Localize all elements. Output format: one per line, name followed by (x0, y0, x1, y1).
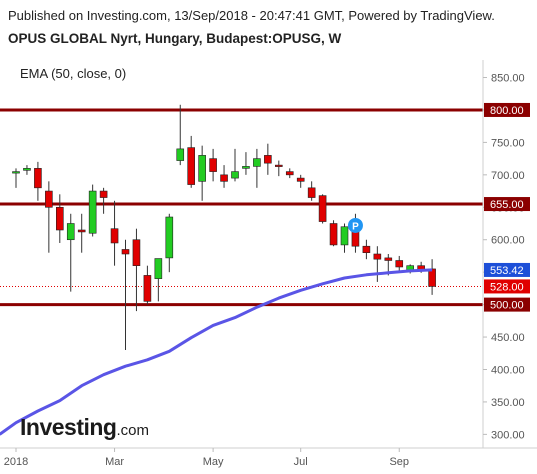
candlesticks (12, 104, 436, 351)
candle-body[interactable] (307, 187, 316, 198)
candle-body[interactable] (55, 206, 64, 231)
candle-body[interactable] (340, 226, 349, 246)
candle-body[interactable] (176, 148, 185, 161)
candle-body[interactable] (362, 245, 371, 254)
candle-body[interactable] (66, 223, 75, 241)
time-tick-label: Mar (105, 456, 124, 468)
candle-body[interactable] (77, 229, 86, 233)
level-tag-bg (484, 297, 530, 312)
price-tick-label: 350.00 (491, 397, 525, 409)
candle-body[interactable] (242, 166, 250, 169)
candle-body[interactable] (110, 228, 119, 244)
level-tag-bg (484, 102, 530, 117)
candle-body[interactable] (253, 158, 261, 167)
candle-body[interactable] (88, 190, 97, 234)
candle-body[interactable] (132, 239, 141, 266)
candle-body[interactable] (428, 268, 436, 287)
time-tick-label: May (203, 456, 224, 468)
time-tick-label: 2018 (4, 456, 28, 468)
candle-body[interactable] (34, 168, 42, 189)
candle-body[interactable] (373, 253, 382, 260)
price-tick-label: 450.00 (491, 332, 525, 344)
time-axis: 2018 Mar May Jul Sep (4, 448, 409, 468)
candle-body[interactable] (395, 260, 404, 268)
ema-line (0, 268, 433, 436)
horizontal-levels (0, 108, 483, 307)
candle-body[interactable] (264, 155, 272, 164)
candle-body[interactable] (318, 195, 327, 222)
price-tags: 800.00 655.00 500.00 553.42 528.00 (484, 102, 530, 312)
ema-tag-label: 553.42 (490, 265, 524, 277)
level-tag-label: 800.00 (490, 105, 524, 117)
candle-body[interactable] (231, 171, 239, 179)
last-price-tag-label: 528.00 (490, 281, 524, 293)
candle-body[interactable] (154, 258, 163, 279)
marker-label: P (352, 221, 359, 232)
investing-logo: Investing.com (20, 414, 149, 441)
candle-body[interactable] (23, 168, 31, 171)
candle-body[interactable] (274, 164, 283, 167)
candle-body[interactable] (198, 155, 206, 182)
last-price-tag-bg (484, 279, 530, 294)
marker-circle[interactable] (347, 217, 363, 233)
candle-body[interactable] (209, 158, 217, 172)
time-tick-label: Sep (389, 456, 409, 468)
candle-body[interactable] (99, 190, 108, 198)
candle-body[interactable] (296, 177, 305, 182)
price-tick-label: 850.00 (491, 73, 525, 85)
candle-body[interactable] (187, 147, 195, 185)
price-tick-label: 600.00 (491, 235, 525, 247)
price-tick-label: 750.00 (491, 137, 525, 149)
logo-main-text: Investing (20, 414, 117, 440)
price-tick-label: 300.00 (491, 429, 525, 441)
price-tick-label: 400.00 (491, 364, 525, 376)
ema-polyline (0, 268, 433, 436)
candle-body[interactable] (220, 174, 228, 182)
marker-group: P (347, 217, 363, 233)
ema-legend: EMA (50, close, 0) (20, 66, 127, 81)
time-tick-label: Jul (294, 456, 308, 468)
symbol-title: OPUS GLOBAL Nyrt, Hungary, Budapest:OPUS… (8, 31, 342, 46)
candle-body[interactable] (329, 223, 338, 246)
level-tag-label: 500.00 (490, 300, 524, 312)
candle-body[interactable] (121, 249, 130, 255)
ema-tag-bg (484, 262, 530, 277)
level-tag-bg (484, 197, 530, 212)
candle-body[interactable] (165, 216, 174, 259)
candle-body[interactable] (12, 171, 20, 174)
logo-suffix-text: .com (116, 422, 149, 439)
candle-body[interactable] (384, 257, 393, 261)
candle-body[interactable] (285, 171, 294, 176)
candle-body[interactable] (45, 190, 53, 208)
published-caption: Published on Investing.com, 13/Sep/2018 … (8, 8, 495, 23)
candle-body[interactable] (143, 275, 152, 302)
level-tag-label: 655.00 (490, 199, 524, 211)
price-axis: 850.00800.00750.00700.00650.00600.00550.… (483, 73, 525, 441)
price-tick-label: 700.00 (491, 170, 525, 182)
